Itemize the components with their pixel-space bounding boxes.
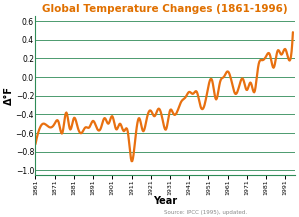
Y-axis label: Δ°F: Δ°F (4, 86, 14, 105)
Title: Global Temperature Changes (1861-1996): Global Temperature Changes (1861-1996) (42, 4, 288, 14)
X-axis label: Year: Year (153, 196, 177, 206)
Text: Source: IPCC (1995), updated.: Source: IPCC (1995), updated. (164, 210, 248, 215)
